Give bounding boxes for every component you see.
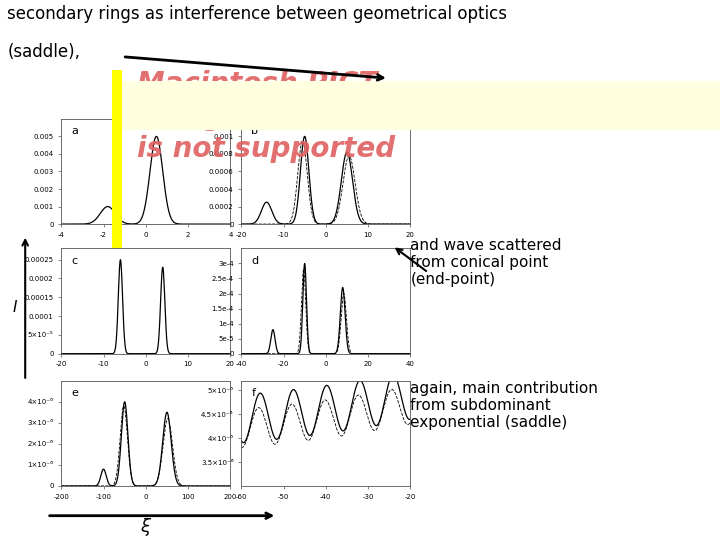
Text: I: I [13,300,17,315]
Text: f: f [251,388,256,398]
Bar [122,81,720,130]
Text: b: b [251,126,258,136]
Text: a: a [71,126,78,136]
Text: Macintosh PICT
 image format
is not supported: Macintosh PICT image format is not suppo… [137,70,395,163]
Text: (saddle),: (saddle), [7,43,80,61]
Text: d: d [251,256,258,266]
Text: and wave scattered
from conical point
(end-point): and wave scattered from conical point (e… [410,238,562,287]
Bar [112,70,122,248]
Text: again, main contribution
from subdominant
exponential (saddle): again, main contribution from subdominan… [410,381,598,430]
Text: ξ: ξ [140,517,150,536]
Text: c: c [71,256,78,266]
Text: secondary rings as interference between geometrical optics: secondary rings as interference between … [7,5,507,23]
Text: e: e [71,388,78,398]
